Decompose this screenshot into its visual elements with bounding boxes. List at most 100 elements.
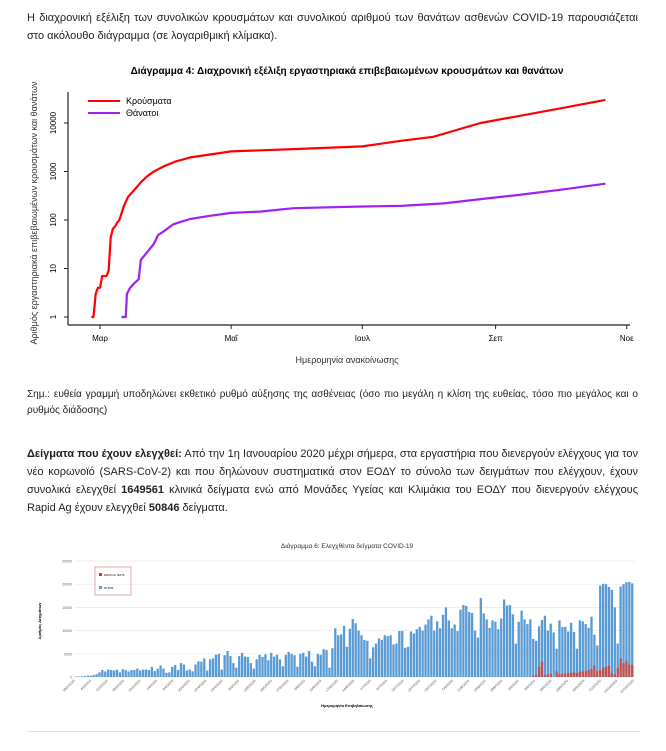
samples-chart-container: Διάγραμμα 6: Ελεγχθέντα δείγματα COVID-1… [27,531,640,732]
x-axis-title: Ημερομηνία ανακοίνωσης [296,355,400,365]
x-tick-label: 13/5/2020 [243,679,257,693]
pcr-bar [92,675,95,677]
rapid-bar [581,671,584,677]
rapid-bar [607,665,611,677]
x-tick-label: 6/5/2020 [228,679,240,691]
pcr-bar [89,675,92,677]
pcr-bar [115,669,119,677]
pcr-bar [523,619,526,677]
y-tick-label: 20000 [62,583,72,587]
pcr-bar [500,618,503,677]
pcr-bar [206,670,209,677]
pcr-bar [252,668,255,677]
pcr-bar [564,626,567,677]
x-tick-label: 7/10/2020 [588,679,602,693]
x-tick-label: 12/8/2020 [456,679,470,693]
x-tick-label: 15/4/2020 [177,679,191,693]
pcr-bar [427,619,430,677]
rapid-bar [549,673,552,677]
x-tick-label: 9/9/2020 [524,679,536,691]
x-tick-label: 30/9/2020 [572,679,586,693]
pcr-bar [232,663,235,677]
rapid-bar [575,672,579,677]
pcr-bar [136,668,139,677]
pcr-bar [569,622,573,677]
legend-label-pcr: RT-PCR [104,587,113,590]
pcr-bar [535,640,538,677]
pcr-bar [127,671,130,677]
pcr-bar [293,655,296,677]
pcr-bar [217,653,220,677]
pcr-bar [575,648,579,677]
x-tick-label: 22/7/2020 [407,679,421,693]
pcr-bar [351,619,354,677]
pcr-bar [86,675,89,677]
pcr-bar [328,667,331,677]
pcr-bar [398,631,401,677]
rapid-bar [537,666,541,677]
rapid-bar [572,672,576,677]
pcr-bar [555,648,558,677]
pcr-bar [316,653,319,677]
rapid-bar [593,665,596,677]
pcr-bar [185,670,188,677]
pcr-bar [371,647,375,677]
rapid-bar [604,666,608,677]
pcr-bar [584,624,587,677]
pcr-bar [165,672,168,677]
rapid-bar [558,674,561,677]
pcr-bar [366,640,369,677]
rapid-bar [625,660,628,677]
pcr-bar [337,635,340,677]
pcr-bar [98,672,101,677]
pcr-bar [139,670,142,677]
deaths-line [121,182,606,319]
pcr-bar [625,582,628,677]
pcr-bar [502,599,506,677]
pcr-bar [240,652,244,677]
x-tick-label: 24/6/2020 [341,679,355,693]
pcr-bar [124,670,127,677]
pcr-bar [238,656,241,677]
pcr-bar [267,660,270,677]
pcr-bar [243,656,247,677]
rapid-bar [543,675,547,677]
rapid-bar [532,675,535,677]
pcr-bar [255,659,258,677]
pcr-bar [616,643,619,677]
pcr-bar [223,655,226,677]
pcr-bar [462,605,465,677]
pcr-bar [339,634,343,677]
pcr-bar [607,586,611,677]
rapid-bar [584,670,587,677]
legend-swatch-pcr [99,586,102,589]
pcr-bar [599,585,602,677]
samples-heading: Δείγματα που έχουν ελεγχθεί: [27,448,182,460]
pcr-bar [380,639,384,677]
pcr-bar [526,624,529,677]
x-tick-label: 8/4/2020 [162,679,174,691]
pcr-bar [104,671,107,677]
pcr-bar [246,657,250,677]
samples-text: κλινικά δείγματα ενώ από Μονάδες Υγείας … [27,484,638,514]
rapid-total: 50846 [148,502,180,514]
y-tick-label: 15000 [62,606,72,610]
pcr-bar [220,669,223,677]
x-tick-label: Νοε [620,334,634,343]
pcr-bar [179,663,183,677]
pcr-bar [631,583,634,677]
pcr-bar [430,615,433,677]
pcr-bar [450,628,453,677]
pcr-bar [296,666,299,677]
pcr-bar [80,676,84,677]
pcr-bar [141,669,145,677]
pcr-bar [200,661,203,677]
pcr-bar [107,669,110,677]
pcr-bar [406,646,410,677]
pcr-bar [188,669,191,677]
rapid-bar [540,661,544,677]
x-tick-label: 2/9/2020 [507,679,519,691]
pcr-bar [302,652,305,677]
x-tick-label: 21/10/2020 [619,679,634,694]
pcr-bar [412,633,416,677]
